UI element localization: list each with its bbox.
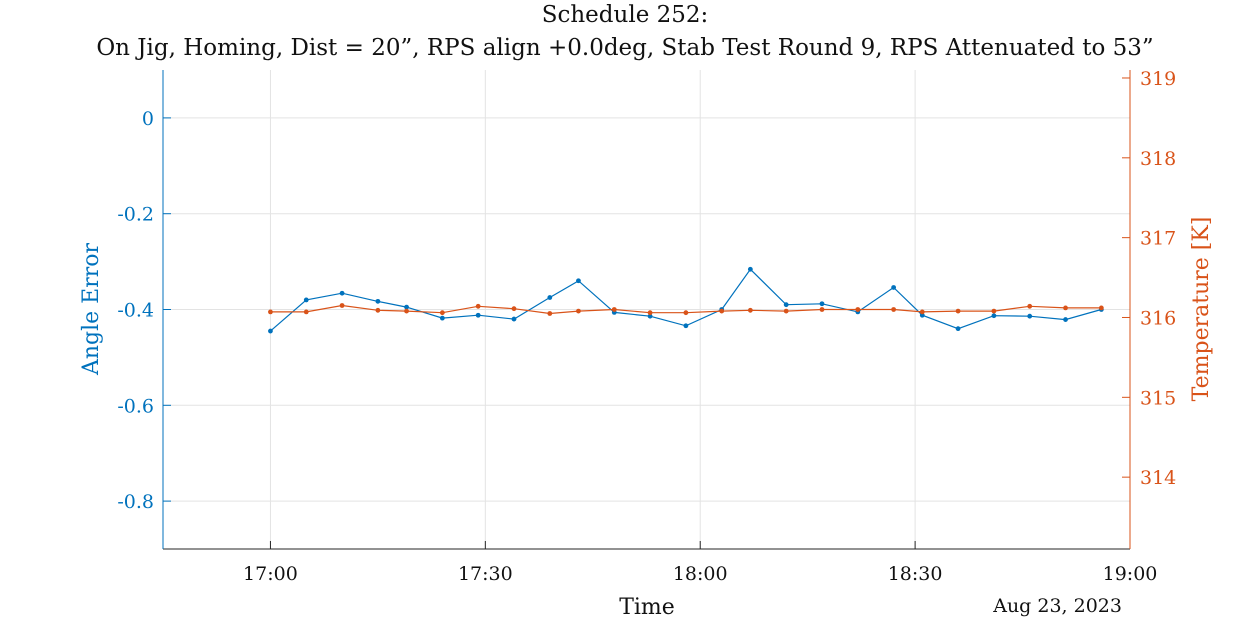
y-right-tick-label: 314 <box>1140 467 1176 489</box>
data-point-left <box>747 266 753 272</box>
chart-title-line1: Schedule 252: <box>541 2 709 28</box>
data-point-right <box>303 309 309 315</box>
x-tick-label: 17:30 <box>458 563 513 585</box>
x-tick-label: 17:00 <box>243 563 298 585</box>
data-point-right <box>891 307 897 312</box>
data-point-right <box>955 308 961 314</box>
data-point-left <box>576 278 581 284</box>
data-point-left <box>339 290 345 296</box>
y-right-tick-label: 315 <box>1140 387 1176 409</box>
y-right-tick-label: 317 <box>1140 228 1176 250</box>
data-point-right <box>1027 303 1033 309</box>
data-point-right <box>1098 305 1104 311</box>
y-left-tick-label: -0.2 <box>117 204 154 226</box>
data-point-left <box>991 313 997 319</box>
data-point-left <box>955 326 961 332</box>
axes: 17:00 17:30 18:00 18:30 19:00 0 -0.2 -0.4 -0.6 -0… <box>117 68 1176 585</box>
date-label: Aug 23, 2023 <box>992 595 1122 617</box>
data-point-right <box>404 308 409 314</box>
y-right-tick-label: 319 <box>1140 68 1176 90</box>
data-point-left <box>783 302 789 308</box>
data-point-right <box>511 306 517 312</box>
data-point-left <box>819 301 825 307</box>
data-point-right <box>475 303 481 309</box>
data-point-left <box>511 316 517 322</box>
data-point-right <box>439 310 445 316</box>
data-point-left <box>647 313 653 319</box>
data-point-left <box>375 298 381 304</box>
y-left-tick-label: -0.8 <box>117 491 154 513</box>
y-axis-right-label: Temperature [K] <box>1189 217 1214 402</box>
data-point-left <box>404 304 409 310</box>
data-point-right <box>547 311 553 316</box>
y-left-tick-label: 0 <box>142 108 154 130</box>
series-line-left <box>270 268 1102 332</box>
data-point-left <box>683 323 689 329</box>
data-point-left <box>439 315 445 321</box>
data-point-left <box>891 285 897 290</box>
data-point-right <box>268 309 273 315</box>
data-point-right <box>1063 305 1068 311</box>
data-point-left <box>475 312 481 318</box>
data-point-right <box>647 310 653 316</box>
data-point-right <box>339 303 345 308</box>
data-point-right <box>719 308 725 314</box>
y-left-tick-label: -0.4 <box>117 300 154 322</box>
data-point-left <box>919 312 925 318</box>
x-axis-label: Time <box>619 595 675 620</box>
data-point-left <box>303 297 309 303</box>
x-tick-label: 18:30 <box>888 563 943 585</box>
y-axis-left-label: Angle Error <box>79 242 104 376</box>
series-layer <box>268 266 1104 334</box>
x-tick-label: 18:00 <box>673 563 728 585</box>
data-point-right <box>855 307 861 312</box>
y-right-tick-label: 316 <box>1140 307 1176 329</box>
data-point-right <box>683 310 689 316</box>
grid <box>163 70 1131 549</box>
data-point-right <box>576 308 581 314</box>
data-point-left <box>1027 313 1033 319</box>
data-point-right <box>611 307 617 312</box>
x-tick-label: 19:00 <box>1103 563 1158 585</box>
data-point-right <box>919 309 925 315</box>
data-point-right <box>375 307 381 313</box>
data-point-right <box>991 308 997 314</box>
data-point-right <box>783 308 789 314</box>
y-left-tick-label: -0.6 <box>117 395 154 417</box>
data-point-left <box>1063 317 1068 322</box>
data-point-right <box>819 307 825 312</box>
chart-title-line2: On Jig, Homing, Dist = 20”, RPS align +0… <box>96 35 1154 61</box>
data-point-left <box>268 328 273 334</box>
data-point-left <box>547 295 553 300</box>
y-right-tick-label: 318 <box>1140 148 1176 170</box>
data-point-right <box>747 307 753 313</box>
